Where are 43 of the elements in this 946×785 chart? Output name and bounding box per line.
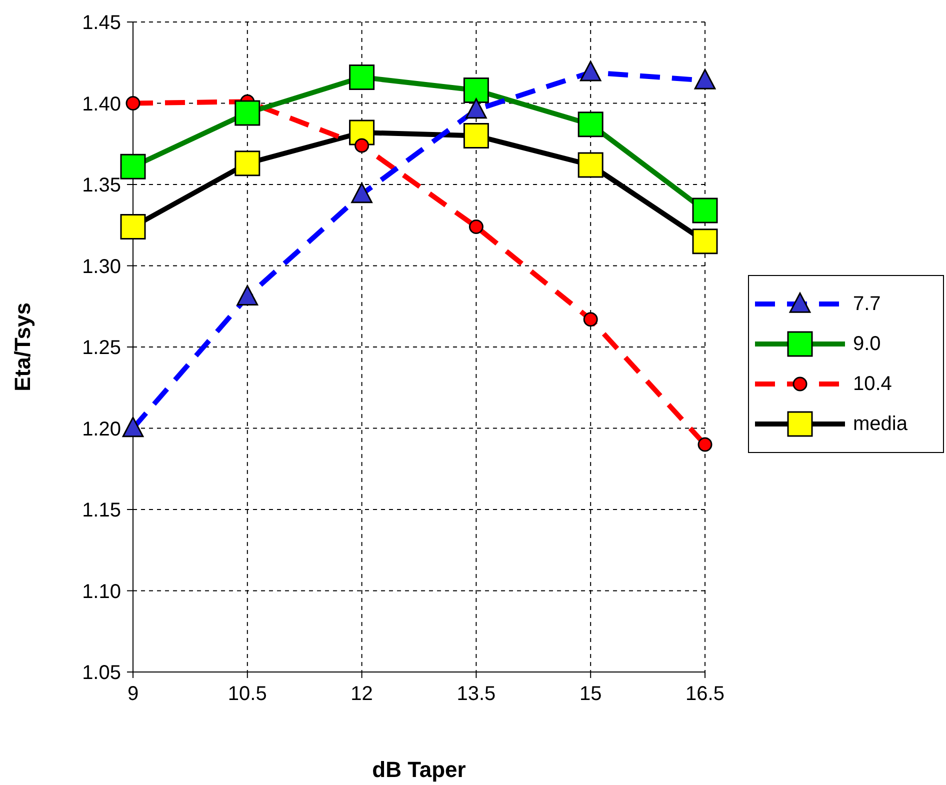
- point: [120, 154, 146, 180]
- point: [578, 152, 604, 178]
- point: [698, 437, 712, 452]
- x-tick-label: 10.5: [228, 683, 267, 706]
- point: [463, 123, 489, 148]
- point: [234, 150, 260, 176]
- legend-label: 10.4: [853, 372, 892, 396]
- point: [349, 64, 375, 90]
- point: [580, 60, 602, 82]
- y-tick-label: 1.20: [82, 418, 121, 440]
- x-tick-label: 9: [127, 683, 139, 706]
- x-tick-label: 15: [579, 683, 602, 706]
- y-tick-label: 1.35: [82, 174, 121, 197]
- x-tick-label: 16.5: [686, 683, 724, 706]
- point: [126, 96, 140, 110]
- point: [463, 78, 489, 103]
- point: [354, 138, 370, 153]
- point: [466, 98, 487, 119]
- y-tick-label: 1.30: [82, 256, 121, 278]
- point: [578, 112, 604, 138]
- point: [692, 228, 718, 254]
- x-axis-title: dB Taper: [372, 757, 466, 782]
- point: [236, 285, 258, 306]
- legend-label: 9.0: [853, 332, 881, 356]
- y-tick-label: 1.25: [82, 337, 121, 360]
- y-tick-label: 1.15: [82, 500, 121, 522]
- y-tick-label: 1.10: [82, 580, 121, 603]
- point: [583, 312, 598, 327]
- y-tick-label: 1.05: [82, 662, 121, 684]
- x-tick-label: 12: [350, 683, 373, 706]
- point: [351, 182, 372, 204]
- point: [694, 68, 716, 90]
- y-axis-title: Eta/Tsys: [10, 302, 35, 392]
- legend-label: 7.7: [853, 292, 881, 316]
- x-tick-label: 13.5: [456, 683, 496, 706]
- y-tick-label: 1.45: [82, 12, 121, 34]
- point: [234, 100, 260, 126]
- y-tick-label: 1.40: [82, 93, 121, 116]
- point: [468, 220, 484, 234]
- point: [122, 416, 144, 438]
- legend-label: media: [853, 412, 908, 436]
- point: [120, 214, 146, 240]
- point: [692, 198, 718, 224]
